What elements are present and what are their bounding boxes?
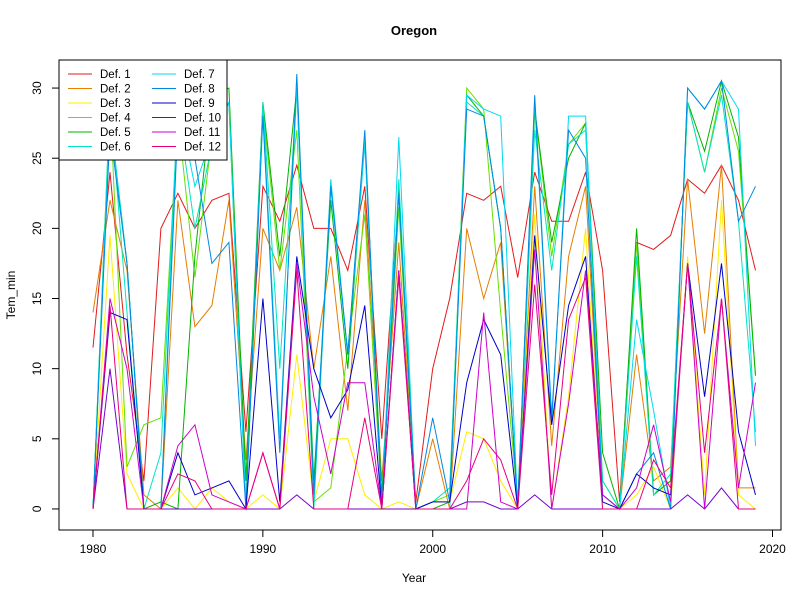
- y-tick-label: 25: [30, 151, 44, 165]
- y-tick-label: 0: [30, 505, 44, 512]
- y-tick-label: 30: [30, 81, 44, 95]
- series-line-12: [92, 263, 756, 510]
- legend: Def. 1 Def. 2 Def. 3 Def. 4 Def. 5 Def. 6 Def.…: [58, 59, 228, 161]
- series-line-1: [92, 163, 756, 502]
- y-tick-label: 15: [30, 292, 44, 306]
- x-tick-label: 2020: [759, 542, 786, 556]
- series-line-8: [92, 73, 756, 510]
- series-line-9: [92, 235, 756, 511]
- legend-label: Def. 4: [100, 113, 131, 125]
- legend-label: Def. 9: [184, 98, 215, 110]
- x-tick-label: 1980: [80, 542, 107, 556]
- y-axis: 0 5 10 15 20 25 30: [30, 81, 60, 512]
- chart-title: Oregon: [391, 23, 437, 38]
- legend-label: Def. 2: [100, 84, 131, 96]
- y-tick-label: 10: [30, 362, 44, 376]
- y-axis-label: Tem_min: [4, 271, 18, 320]
- x-axis: 1980 1990 2000 2010 2020: [80, 529, 786, 556]
- legend-box: [58, 59, 228, 161]
- x-tick-label: 1990: [250, 542, 277, 556]
- legend-label: Def. 10: [184, 113, 221, 125]
- legend-label: Def. 5: [100, 127, 131, 139]
- legend-label: Def. 11: [184, 127, 220, 139]
- x-axis-label: Year: [402, 571, 426, 585]
- series-lines: [92, 73, 756, 511]
- legend-label: Def. 8: [184, 84, 215, 96]
- x-tick-label: 2010: [589, 542, 616, 556]
- y-tick-label: 5: [30, 435, 44, 442]
- x-tick-label: 2000: [419, 542, 446, 556]
- legend-label: Def. 3: [100, 98, 131, 110]
- y-tick-label: 20: [30, 221, 44, 235]
- series-line-2: [92, 165, 756, 511]
- legend-label: Def. 7: [184, 69, 215, 81]
- legend-label: Def. 1: [100, 69, 131, 81]
- legend-label: Def. 6: [100, 142, 131, 154]
- legend-label: Def. 12: [184, 142, 221, 154]
